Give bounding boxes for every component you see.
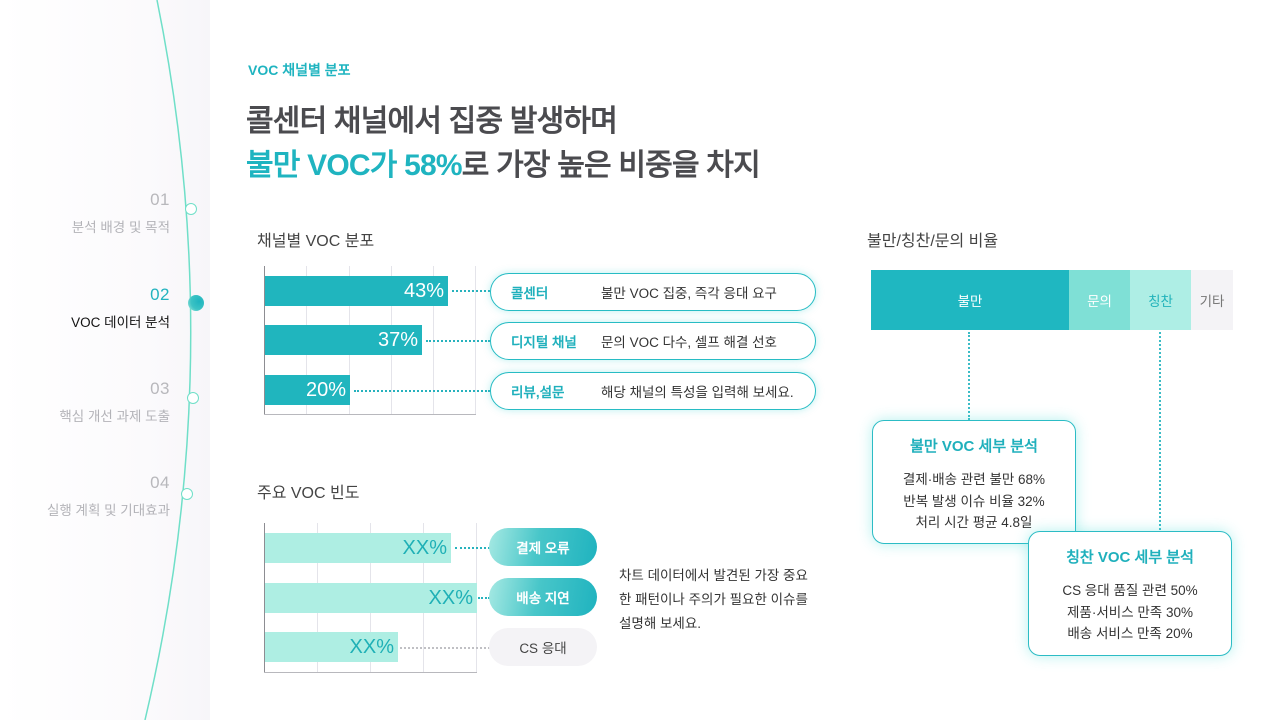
channel-name: 디지털 채널 (511, 335, 577, 350)
connector-dots-vertical (1159, 332, 1161, 530)
connector-dots (426, 340, 490, 342)
channel-pill-review: 리뷰,설문 해당 채널의 특성을 입력해 보세요. (490, 372, 816, 410)
card-line: 배송 서비스 만족 20% (1067, 626, 1193, 641)
praise-detail-card: 칭찬 VOC 세부 분석 CS 응대 품질 관련 50% 제품·서비스 만족 3… (1028, 531, 1232, 656)
card-line: CS 응대 품질 관련 50% (1062, 583, 1198, 598)
title-line-1: 콜센터 채널에서 집중 발생하며 (246, 105, 618, 138)
nav-label: 분석 배경 및 목적 (71, 220, 170, 235)
nav-item-04[interactable]: 04 실행 계획 및 기대효과 (47, 473, 170, 519)
bar-callcenter: 43% (265, 276, 448, 306)
x-axis (264, 672, 477, 673)
channel-chart-title: 채널별 VOC 분포 (257, 233, 375, 250)
ratio-chart-title: 불만/칭찬/문의 비율 (867, 233, 999, 250)
title-accent: 불만 VOC가 58% (246, 149, 463, 182)
card-line: 결제·배송 관련 불만 68% (902, 472, 1046, 487)
nav-number: 02 (150, 285, 170, 304)
nav-dot-04[interactable] (181, 488, 193, 500)
section-eyebrow: VOC 채널별 분포 (248, 62, 351, 78)
frequency-chart-title: 주요 VOC 빈도 (257, 485, 360, 502)
frequency-bar-chart: XX% XX% XX% (264, 523, 477, 673)
segment-inquiry: 문의 (1069, 270, 1130, 330)
bar-cs-response: XX% (265, 632, 398, 662)
nav-number: 03 (150, 379, 170, 398)
connector-dots (455, 547, 490, 549)
nav-number: 01 (150, 190, 170, 209)
channel-pill-digital: 디지털 채널 문의 VOC 다수, 셀프 해결 선호 (490, 322, 816, 360)
nav-dot-02-active[interactable] (188, 295, 204, 311)
nav-panel (0, 0, 210, 720)
bar-digital: 37% (265, 325, 422, 355)
complaint-detail-card: 불만 VOC 세부 분석 결제·배송 관련 불만 68% 반복 발생 이슈 비율… (872, 420, 1076, 544)
segment-praise: 칭찬 (1130, 270, 1191, 330)
card-line: 반복 발생 이슈 비율 32% (903, 493, 1045, 509)
tag-cs-response: CS 응대 (489, 628, 597, 666)
nav-label: 핵심 개선 과제 도출 (59, 409, 170, 424)
ratio-stacked-bar: 불만 문의 칭찬 기타 (871, 270, 1233, 330)
nav-item-02[interactable]: 02 VOC 데이터 분석 (71, 285, 170, 331)
bar-payment-error: XX% (265, 533, 451, 563)
channel-desc: 해당 채널의 특성을 입력해 보세요. (601, 385, 794, 400)
channel-desc: 불만 VOC 집중, 즉각 응대 요구 (601, 286, 777, 301)
connector-dots (400, 647, 490, 649)
channel-name: 콜센터 (511, 286, 549, 301)
tag-payment-error: 결제 오류 (489, 528, 597, 566)
nav-item-03[interactable]: 03 핵심 개선 과제 도출 (59, 379, 170, 425)
segment-complaint: 불만 (871, 270, 1069, 330)
nav-label: VOC 데이터 분석 (71, 315, 170, 330)
nav-number: 04 (150, 473, 170, 492)
connector-dots (452, 290, 490, 292)
nav-label: 실행 계획 및 기대효과 (46, 503, 170, 518)
channel-desc: 문의 VOC 다수, 셀프 해결 선호 (601, 335, 777, 350)
connector-dots (354, 390, 490, 392)
card-line: 처리 시간 평균 4.8일 (915, 515, 1033, 530)
x-axis (264, 414, 476, 415)
bar-delivery-delay: XX% (265, 583, 477, 613)
tag-delivery-delay: 배송 지연 (489, 578, 597, 616)
segment-other: 기타 (1191, 270, 1233, 330)
page-title: 콜센터 채널에서 집중 발생하며 불만 VOC가 58%로 가장 높은 비중을 … (246, 100, 761, 188)
channel-pill-callcenter: 콜센터 불만 VOC 집중, 즉각 응대 요구 (490, 273, 816, 311)
title-line-2: 불만 VOC가 58%로 가장 높은 비중을 차지 (246, 144, 761, 188)
card-line: 제품·서비스 만족 30% (1067, 604, 1193, 620)
connector-dots-vertical (968, 332, 970, 420)
nav-dot-01[interactable] (185, 203, 197, 215)
title-rest: 로 가장 높은 비중을 차지 (461, 149, 761, 182)
nav-item-01[interactable]: 01 분석 배경 및 목적 (72, 190, 170, 236)
connector-dots (478, 597, 490, 599)
channel-name: 리뷰,설문 (511, 385, 565, 400)
y-axis (264, 523, 265, 673)
card-title: 칭찬 VOC 세부 분석 (1066, 549, 1194, 566)
insight-note: 차트 데이터에서 발견된 가장 중요한 패턴이나 주의가 필요한 이슈를 설명해… (619, 568, 808, 631)
y-axis (264, 266, 265, 415)
card-title: 불만 VOC 세부 분석 (910, 438, 1038, 455)
bar-review: 20% (265, 375, 350, 405)
channel-bar-chart: 43% 37% 20% (264, 266, 476, 415)
nav-dot-03[interactable] (187, 392, 199, 404)
